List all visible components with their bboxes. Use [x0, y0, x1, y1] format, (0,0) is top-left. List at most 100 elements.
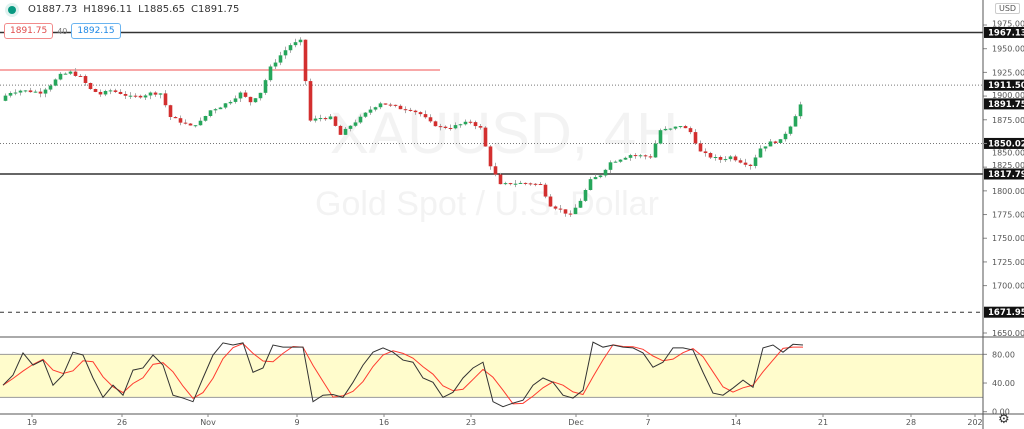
- candle: [228, 101, 233, 104]
- candle: [653, 143, 658, 158]
- time-tick-label: Dec: [568, 418, 583, 427]
- candle: [463, 121, 468, 125]
- candle: [53, 79, 58, 86]
- candle: [98, 91, 103, 95]
- symbol-description-watermark: Gold Spot / U.S. Dollar: [315, 185, 659, 223]
- candle: [383, 103, 388, 105]
- candle: [113, 90, 118, 92]
- legend-open: O1887.73: [28, 4, 78, 15]
- candle: [38, 91, 43, 94]
- candle: [378, 103, 383, 108]
- candle: [553, 206, 558, 209]
- candle: [153, 92, 158, 95]
- candle: [713, 156, 718, 158]
- candle: [508, 183, 513, 185]
- candle: [133, 95, 138, 97]
- candle: [528, 183, 533, 185]
- candle: [748, 164, 753, 166]
- candle: [638, 155, 643, 157]
- stoch-tick-label: 80.00: [992, 350, 1015, 359]
- level-label-bg: [984, 98, 1024, 110]
- candle: [308, 81, 313, 121]
- candle: [338, 125, 343, 135]
- candle: [473, 122, 478, 127]
- time-tick-label: 28: [906, 418, 916, 427]
- candle: [563, 209, 568, 214]
- candle: [503, 183, 508, 185]
- candle: [668, 128, 673, 130]
- candle: [468, 121, 473, 123]
- price-tick-label: 1875.00: [992, 116, 1024, 125]
- level-label-bg: [984, 26, 1024, 38]
- candle: [738, 160, 743, 163]
- stochastic-k-line: [2, 341, 804, 408]
- candle: [398, 105, 403, 110]
- candle: [48, 85, 53, 90]
- settings-gear-icon[interactable]: ⚙: [998, 412, 1010, 427]
- price-tick-label: 1700.00: [992, 282, 1024, 291]
- candle: [768, 141, 773, 147]
- level-label: 1671.95: [988, 308, 1024, 318]
- price-tick-label: 1850.00: [992, 149, 1024, 158]
- candle: [28, 90, 33, 93]
- candle: [333, 116, 338, 126]
- candle: [623, 157, 628, 160]
- buy-button[interactable]: 1892.15: [71, 23, 121, 39]
- candle: [778, 139, 783, 143]
- candle: [483, 127, 488, 147]
- candle: [278, 55, 283, 63]
- level-label: 1967.13: [988, 28, 1024, 38]
- time-tick-label: 14: [731, 418, 741, 427]
- candle: [298, 39, 303, 43]
- currency-label[interactable]: USD: [995, 3, 1021, 14]
- candle: [8, 93, 13, 96]
- time-tick-label: 16: [379, 418, 389, 427]
- time-tick-label: 23: [466, 418, 476, 427]
- candle: [783, 133, 788, 140]
- candle: [433, 121, 438, 127]
- candle: [418, 112, 423, 115]
- candle: [358, 116, 363, 123]
- candle: [698, 143, 703, 152]
- candle: [68, 71, 73, 74]
- candle: [193, 125, 198, 127]
- candle: [643, 155, 648, 157]
- candle: [93, 89, 98, 92]
- level-label: 1817.79: [988, 170, 1024, 180]
- candle: [283, 50, 288, 56]
- candle: [33, 91, 38, 93]
- candle: [313, 118, 318, 121]
- candle: [368, 109, 373, 113]
- candle: [538, 184, 543, 186]
- candle: [288, 45, 293, 51]
- candle: [498, 174, 503, 185]
- candle: [328, 116, 333, 120]
- level-label: 1891.75: [988, 100, 1024, 110]
- candle: [758, 148, 763, 158]
- candle: [568, 213, 573, 215]
- candle: [478, 126, 483, 128]
- candle: [293, 42, 298, 46]
- candle: [743, 162, 748, 165]
- candle: [488, 146, 493, 167]
- candle: [453, 125, 458, 129]
- candle: [253, 98, 258, 103]
- candle: [238, 92, 243, 99]
- candle: [728, 156, 733, 160]
- sell-button[interactable]: 1891.75: [4, 23, 54, 39]
- candle: [73, 71, 78, 76]
- candle: [353, 122, 358, 126]
- candle: [558, 208, 563, 210]
- candle: [413, 110, 418, 113]
- candle: [108, 90, 113, 92]
- price-tick-label: 1975.00: [992, 19, 1024, 28]
- stoch-tick-label: 40.00: [992, 379, 1015, 388]
- candle: [723, 159, 728, 161]
- candle: [663, 128, 668, 131]
- candle: [128, 95, 133, 97]
- legend-high: H1896.11: [83, 4, 133, 15]
- candle: [428, 117, 433, 122]
- level-label: 1850.02: [988, 139, 1024, 149]
- candle: [373, 107, 378, 110]
